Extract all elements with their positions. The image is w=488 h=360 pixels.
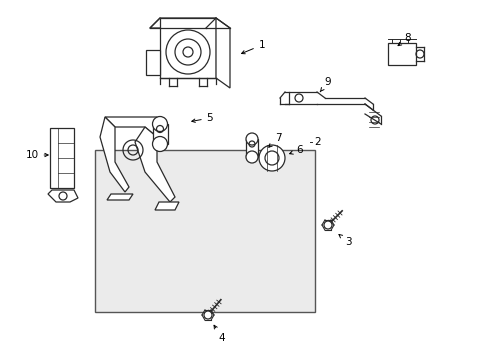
Circle shape [152,136,167,152]
Polygon shape [155,202,179,210]
Circle shape [324,221,331,229]
Circle shape [245,151,258,163]
Polygon shape [135,127,175,202]
Polygon shape [107,194,133,200]
Text: 2: 2 [314,137,321,147]
Circle shape [259,145,285,171]
Polygon shape [150,18,216,28]
Bar [387,43,415,65]
Text: 3: 3 [338,234,350,247]
Circle shape [175,39,201,65]
Bar [152,124,167,144]
Polygon shape [146,50,160,75]
Circle shape [165,30,209,74]
Text: 6: 6 [289,145,303,155]
Circle shape [203,311,212,319]
Text: 4: 4 [214,325,225,343]
Text: 9: 9 [320,77,331,92]
Bar [95,150,314,312]
Polygon shape [216,18,229,88]
Polygon shape [48,190,78,202]
Text: 1: 1 [241,40,265,54]
Polygon shape [105,117,164,137]
Text: 7: 7 [268,133,281,147]
Circle shape [245,133,258,145]
Polygon shape [160,18,216,78]
Circle shape [264,151,279,165]
Circle shape [183,47,193,57]
Bar [245,139,258,157]
Polygon shape [100,117,129,192]
Text: 8: 8 [397,33,410,46]
Text: 5: 5 [191,113,213,123]
Circle shape [152,117,167,131]
Bar [50,128,74,188]
Text: 10: 10 [25,150,48,160]
